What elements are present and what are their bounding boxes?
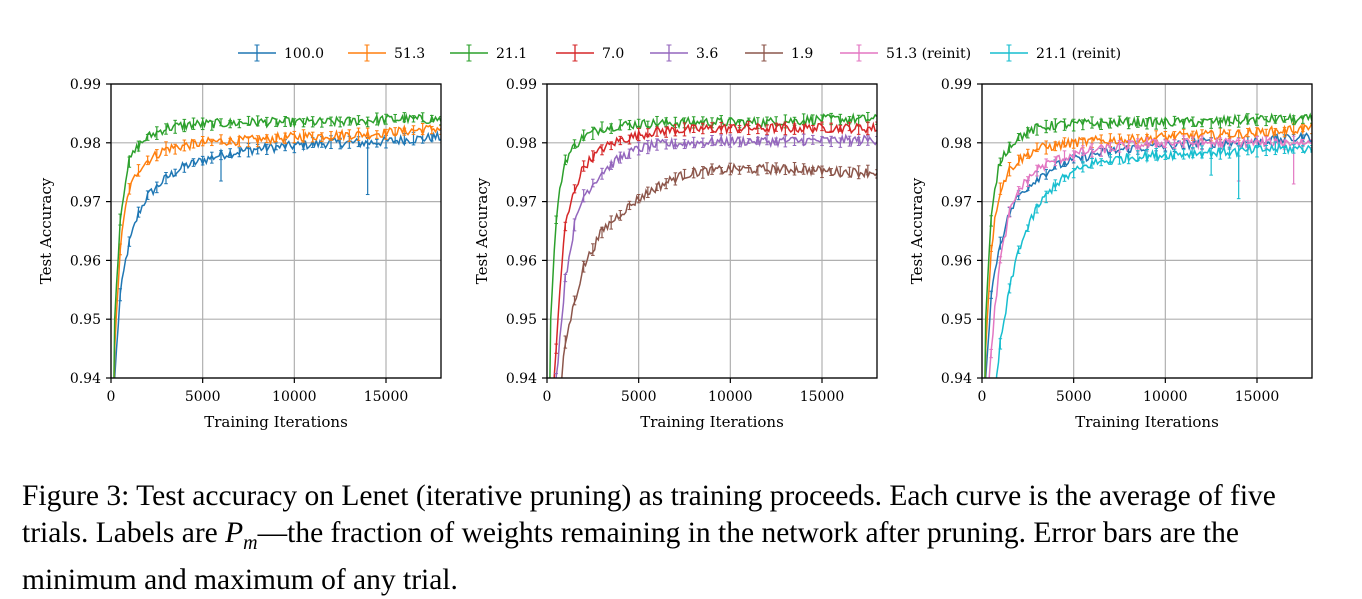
y-tick-label: 0.97 [941,195,972,211]
axes-frame [981,83,1313,379]
caption-text-part-2: —the fraction of weights remaining in th… [22,517,1239,596]
legend-label: 1.9 [791,46,813,62]
y-tick-label: 0.98 [941,136,972,152]
y-tick-label: 0.97 [506,195,537,211]
y-tick-label: 0.95 [506,312,537,328]
series-21-1-reinit- [995,141,1312,378]
legend-label: 21.1 (reinit) [1036,46,1121,62]
series-3-6 [554,133,877,378]
x-tick-label: 5000 [185,389,221,405]
chart-panel-right: 0 5000 10000 15000 0.94 0.95 0.96 0.97 0.98 0.99 T… [908,77,1313,431]
y-axis-label: Test Accuracy [473,177,491,284]
axes-frame [546,83,878,379]
legend-item: 51.3 [348,44,425,62]
y-tick-label: 0.99 [70,77,101,93]
y-axis-label: Test Accuracy [37,177,55,284]
figure-canvas: 100.0 51.3 21.1 7.0 3.6 1.9 51.3 (reinit) 21.1 … [37,44,1313,431]
legend-item: 7.0 [556,44,624,62]
legend-label: 3.6 [696,46,718,62]
x-tick-label: 10000 [708,389,753,405]
y-tick-label: 0.94 [70,371,101,387]
figure-caption: Figure 3: Test accuracy on Lenet (iterat… [22,478,1344,599]
chart-panel-left: 0 5000 10000 15000 0.94 0.95 0.96 0.97 0.98 0.99 T… [37,77,442,431]
y-tick-label: 0.98 [506,136,537,152]
legend-label: 21.1 [496,46,527,62]
x-tick-label: 15000 [1235,389,1280,405]
legend-item: 51.3 (reinit) [840,44,971,62]
legend-label: 7.0 [602,46,624,62]
y-tick-label: 0.98 [70,136,101,152]
y-tick-label: 0.94 [941,371,972,387]
x-axis-label: Training Iterations [204,413,348,431]
x-tick-label: 0 [543,389,552,405]
x-axis-label: Training Iterations [640,413,784,431]
caption-text-part-1: Figure 3: Test accuracy on Lenet (iterat… [22,480,1276,549]
y-axis-label: Test Accuracy [908,177,926,284]
y-tick-label: 0.95 [70,312,101,328]
legend: 100.0 51.3 21.1 7.0 3.6 1.9 51.3 (reinit) 21.1 … [238,44,1121,62]
y-tick-label: 0.97 [70,195,101,211]
legend-item: 100.0 [238,44,324,62]
plot-area [549,111,877,378]
series-1-9 [561,161,877,378]
y-tick-label: 0.94 [506,371,537,387]
chart-panel-middle: 0 5000 10000 15000 0.94 0.95 0.96 0.97 0.98 0.99 T… [473,77,878,431]
legend-label: 100.0 [284,46,324,62]
series-21-1 [984,112,1312,378]
series-7-0 [553,120,877,378]
x-tick-label: 5000 [621,389,657,405]
y-tick-label: 0.96 [506,253,537,269]
x-tick-label: 5000 [1056,389,1092,405]
series-51-3 [113,123,441,378]
plot-area [984,112,1312,378]
x-tick-label: 0 [978,389,987,405]
caption-math-letter: P [225,517,244,549]
plot-area [113,112,441,378]
x-axis-label: Training Iterations [1075,413,1219,431]
series-21-1 [113,112,441,378]
legend-item: 3.6 [650,44,718,62]
x-tick-label: 10000 [1143,389,1188,405]
legend-item: 21.1 [450,44,527,62]
legend-label: 51.3 (reinit) [886,46,971,62]
caption-math-symbol: Pm [225,517,257,554]
y-tick-label: 0.96 [70,253,101,269]
x-tick-label: 10000 [272,389,317,405]
legend-label: 51.3 [394,46,425,62]
caption-math-subscript: m [243,531,258,554]
y-tick-label: 0.99 [941,77,972,93]
y-tick-label: 0.99 [506,77,537,93]
y-tick-label: 0.96 [941,253,972,269]
legend-item: 21.1 (reinit) [990,44,1121,62]
legend-item: 1.9 [745,44,813,62]
y-tick-label: 0.95 [941,312,972,328]
x-tick-label: 15000 [364,389,409,405]
x-tick-label: 15000 [800,389,845,405]
axes-frame [110,83,442,379]
x-tick-label: 0 [107,389,116,405]
